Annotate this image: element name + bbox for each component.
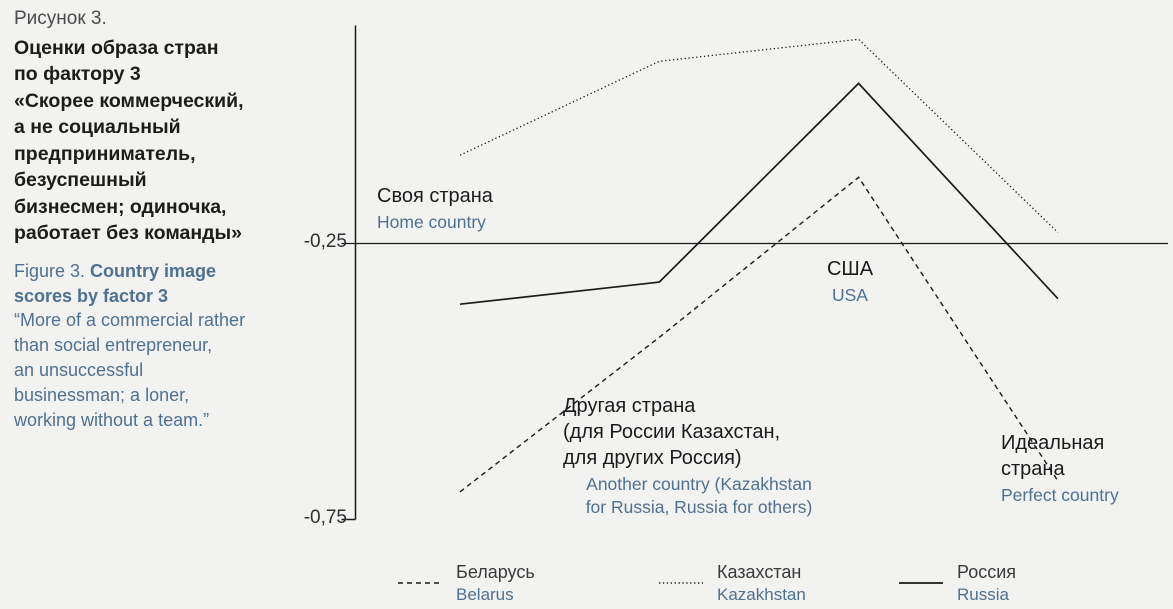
annotation-home-country-ru: Своя страна: [377, 185, 493, 207]
series-line-2: [459, 82, 1059, 306]
legend-item-russia: Россия Russia: [898, 561, 1016, 605]
series-line-1: [459, 38, 1059, 233]
legend-label-belarus: Беларусь Belarus: [456, 561, 535, 605]
y-axis-tick-lower: -0,75: [303, 507, 347, 528]
figure-title-ru: Оценки образа стран по фактору 3 «Скорее…: [14, 36, 244, 245]
legend-label-russia-ru: Россия: [957, 562, 1017, 582]
annotation-perfect-country-ru: Идеальная страна: [1001, 432, 1105, 480]
legend-line-belarus-icon: [398, 582, 442, 584]
annotation-another-country: Другая страна (для России Казахстан, для…: [563, 393, 835, 519]
annotation-another-country-en: Another country (Kazakhstan for Russia, …: [585, 474, 813, 517]
legend-line-kazakhstan-icon: [659, 582, 703, 584]
y-axis-tick-upper: -0,25: [303, 231, 347, 252]
legend-label-kazakhstan: Казахстан Kazakhstan: [717, 561, 806, 605]
legend-item-belarus: Беларусь Belarus: [397, 561, 535, 605]
figure-label-en: Figure 3.: [14, 260, 91, 281]
legend-label-belarus-en: Belarus: [456, 584, 514, 604]
figure-quote-en: “More of a commercial rather than social…: [14, 310, 246, 430]
legend-label-belarus-ru: Беларусь: [456, 562, 535, 582]
annotation-usa-en: USA: [832, 285, 868, 305]
annotation-another-country-ru: Другая страна (для России Казахстан, для…: [563, 395, 781, 469]
legend-label-kazakhstan-en: Kazakhstan: [717, 584, 806, 604]
annotation-usa: США USA: [800, 256, 900, 307]
annotation-perfect-country-en: Perfect country: [1001, 485, 1119, 505]
legend-label-russia-en: Russia: [957, 584, 1009, 604]
legend-line-russia-icon: [899, 582, 943, 584]
annotation-home-country-en: Home country: [377, 212, 486, 232]
figure-caption: Рисунок 3. Оценки образа стран по фактор…: [14, 6, 350, 433]
legend-item-kazakhstan: Казахстан Kazakhstan: [658, 561, 806, 605]
annotation-usa-ru: США: [826, 258, 874, 280]
figure-caption-en: Figure 3. Country image scores by factor…: [14, 259, 350, 309]
legend-label-kazakhstan-ru: Казахстан: [717, 562, 802, 582]
figure-title-en: Country image scores by factor 3: [14, 260, 217, 306]
legend-label-russia: Россия Russia: [957, 561, 1016, 605]
annotation-perfect-country: Идеальная страна Perfect country: [1001, 430, 1119, 507]
annotation-home-country: Своя страна Home country: [377, 183, 493, 234]
figure-label-ru: Рисунок 3.: [14, 8, 107, 29]
